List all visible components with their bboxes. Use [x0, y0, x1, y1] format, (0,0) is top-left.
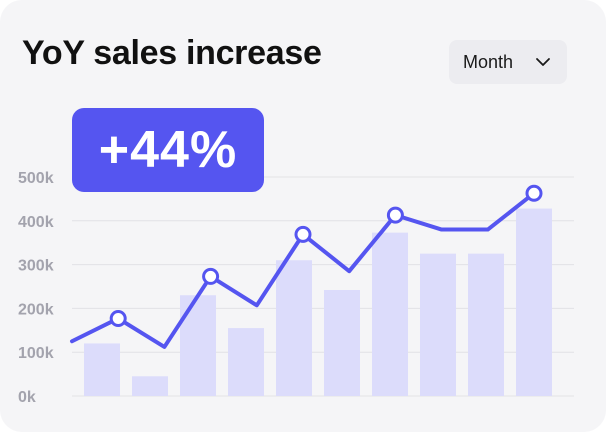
y-tick-label: 500k: [18, 170, 54, 187]
card-title: YoY sales increase: [22, 34, 322, 72]
line-marker: [294, 225, 312, 243]
bar: [516, 208, 552, 396]
bar: [468, 253, 504, 396]
growth-badge-value: +44%: [98, 121, 238, 179]
bar: [372, 232, 408, 396]
y-tick-label: 0k: [18, 389, 36, 406]
bar: [84, 343, 120, 396]
bar: [228, 328, 264, 396]
line-marker: [202, 267, 220, 285]
y-tick-label: 400k: [18, 214, 54, 231]
bar: [420, 253, 456, 396]
bar: [132, 376, 168, 396]
line-marker: [109, 309, 127, 327]
bar: [180, 295, 216, 396]
y-tick-label: 300k: [18, 258, 54, 275]
period-dropdown[interactable]: Month: [449, 40, 567, 84]
bar: [276, 260, 312, 396]
chevron-down-icon: [536, 58, 550, 66]
y-tick-label: 200k: [18, 301, 54, 318]
line-marker: [386, 206, 404, 224]
bar: [324, 290, 360, 396]
y-tick-label: 100k: [18, 345, 54, 362]
period-dropdown-label: Month: [463, 51, 514, 72]
line-marker: [525, 184, 543, 202]
growth-badge: +44%: [72, 108, 264, 192]
